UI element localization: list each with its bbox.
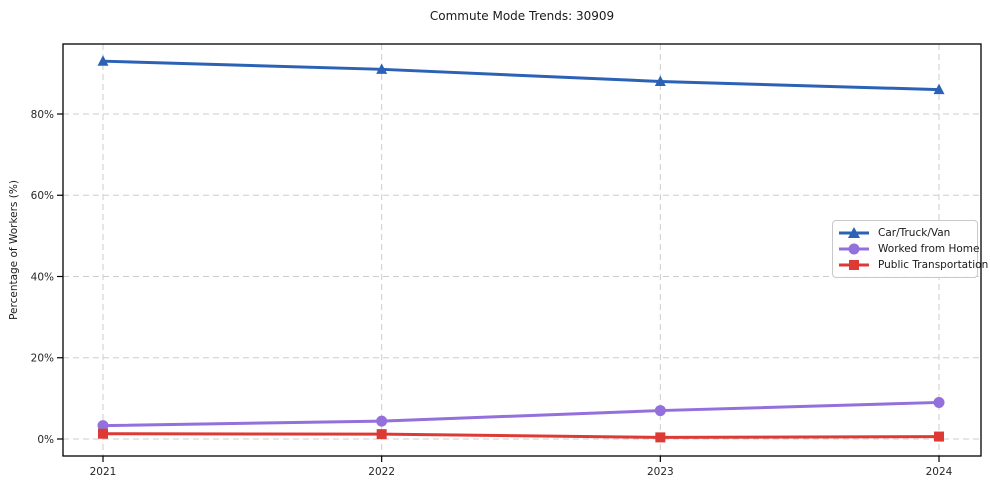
x-tick-label: 2022: [368, 466, 395, 478]
legend-label-car-truck-van: Car/Truck/Van: [878, 227, 951, 239]
y-tick-label: 0%: [37, 434, 54, 446]
chart-title: Commute Mode Trends: 30909: [429, 9, 615, 23]
x-tick-label: 2023: [647, 466, 674, 478]
y-tick-label: 80%: [31, 109, 54, 121]
data-point-square: [934, 431, 944, 442]
legend-label-public-transportation: Public Transportation: [878, 259, 989, 271]
legend-sample-circle-icon: [839, 243, 869, 255]
data-point-square: [655, 432, 666, 443]
series-line-car-truck-van: [101, 59, 941, 92]
data-point-circle: [654, 405, 666, 417]
series-line-worked-from-home: [101, 400, 941, 428]
x-tick-label: 2024: [926, 466, 953, 478]
legend-label-worked-from-home: Worked from Home: [878, 243, 980, 255]
y-tick-label: 20%: [31, 353, 54, 365]
legend-item-car-truck-van: Car/Truck/Van: [838, 226, 971, 240]
data-point-triangle: [376, 63, 388, 74]
legend: Car/Truck/Van Worked from Home Public Tr…: [832, 220, 988, 278]
data-point-square: [376, 429, 387, 440]
data-point-square: [98, 428, 108, 439]
data-point-circle: [933, 396, 945, 408]
data-point-triangle: [933, 83, 945, 95]
data-point-circle: [376, 415, 388, 427]
legend-item-public-transportation: Public Transportation: [838, 258, 988, 272]
y-tick-label: 60%: [31, 190, 54, 202]
data-point-triangle: [654, 75, 666, 86]
x-tick-label: 2021: [90, 466, 117, 478]
legend-sample-triangle-icon: [839, 227, 869, 238]
y-tick-label: 40%: [31, 271, 54, 283]
legend-sample-square-icon: [839, 260, 869, 270]
series-line-public-transportation: [101, 432, 941, 439]
data-point-triangle: [97, 55, 109, 66]
data-point-circle: [97, 420, 109, 432]
legend-item-worked-from-home: Worked from Home: [838, 242, 979, 256]
plot-frame: [62, 43, 982, 457]
